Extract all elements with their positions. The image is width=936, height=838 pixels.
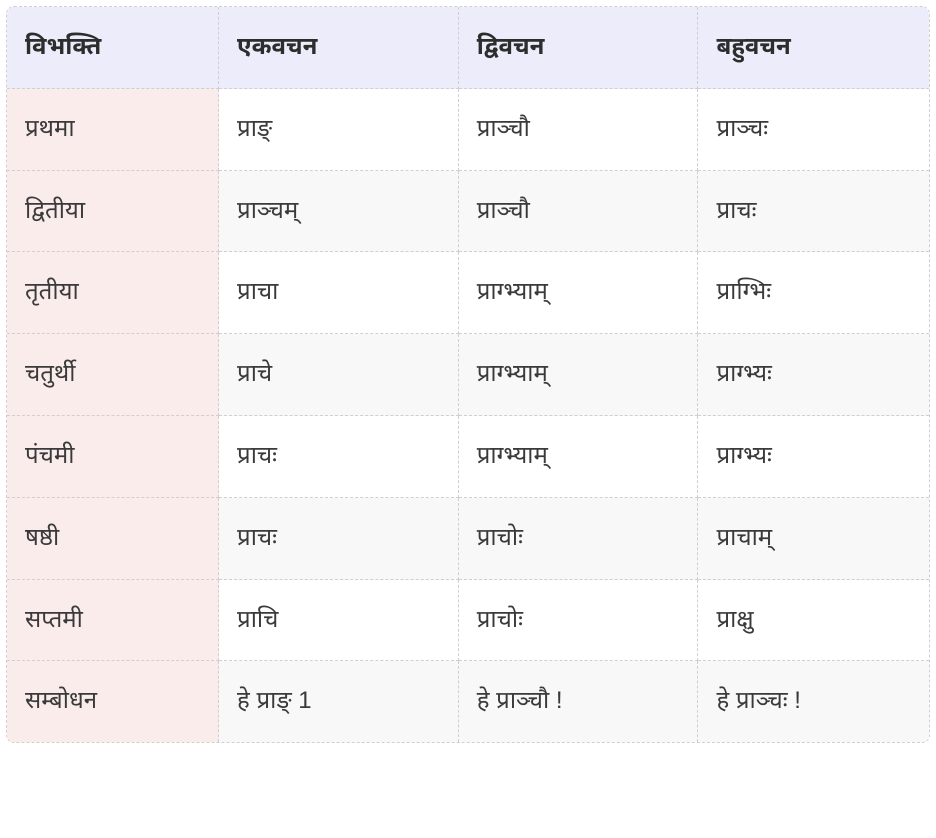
cell: प्राञ्चम् — [219, 171, 459, 253]
row-label: सम्बोधन — [7, 661, 219, 742]
cell: प्राञ्चौ — [459, 171, 699, 253]
cell: प्राक्षु — [698, 580, 929, 662]
cell: प्राचः — [698, 171, 929, 253]
row-label: षष्ठी — [7, 498, 219, 580]
table-row: षष्ठी प्राचः प्राचोः प्राचाम् — [7, 498, 929, 580]
table-container: विभक्ति एकवचन द्विवचन बहुवचन प्रथमा प्रा… — [0, 0, 936, 749]
col-header-bahuvachana: बहुवचन — [698, 7, 929, 89]
col-header-dvivachana: द्विवचन — [459, 7, 699, 89]
cell: प्राचे — [219, 334, 459, 416]
cell: प्राग्भिः — [698, 252, 929, 334]
table-row: चतुर्थी प्राचे प्राग्भ्याम् प्राग्भ्यः — [7, 334, 929, 416]
cell: प्राग्भ्याम् — [459, 416, 699, 498]
table-row: तृतीया प्राचा प्राग्भ्याम् प्राग्भिः — [7, 252, 929, 334]
row-label: पंचमी — [7, 416, 219, 498]
cell: हे प्राङ् 1 — [219, 661, 459, 742]
row-label: चतुर्थी — [7, 334, 219, 416]
cell: प्राचः — [219, 416, 459, 498]
table-row: द्वितीया प्राञ्चम् प्राञ्चौ प्राचः — [7, 171, 929, 253]
table-row: सम्बोधन हे प्राङ् 1 हे प्राञ्चौ ! हे प्र… — [7, 661, 929, 742]
cell: प्राचोः — [459, 498, 699, 580]
cell: प्राचि — [219, 580, 459, 662]
cell: प्राग्भ्याम् — [459, 252, 699, 334]
cell: प्राग्भ्यः — [698, 416, 929, 498]
cell: प्राचा — [219, 252, 459, 334]
cell: प्राञ्चः — [698, 89, 929, 171]
row-label: सप्तमी — [7, 580, 219, 662]
row-label: द्वितीया — [7, 171, 219, 253]
table-row: पंचमी प्राचः प्राग्भ्याम् प्राग्भ्यः — [7, 416, 929, 498]
col-header-vibhakti: विभक्ति — [7, 7, 219, 89]
col-header-ekavachana: एकवचन — [219, 7, 459, 89]
cell: प्राचः — [219, 498, 459, 580]
cell: हे प्राञ्चौ ! — [459, 661, 699, 742]
cell: प्राङ् — [219, 89, 459, 171]
cell: प्राञ्चौ — [459, 89, 699, 171]
cell: प्राचोः — [459, 580, 699, 662]
cell: हे प्राञ्चः ! — [698, 661, 929, 742]
cell: प्राचाम् — [698, 498, 929, 580]
row-label: प्रथमा — [7, 89, 219, 171]
table-row: सप्तमी प्राचि प्राचोः प्राक्षु — [7, 580, 929, 662]
declension-table: विभक्ति एकवचन द्विवचन बहुवचन प्रथमा प्रा… — [6, 6, 930, 743]
table-header-row: विभक्ति एकवचन द्विवचन बहुवचन — [7, 7, 929, 89]
cell: प्राग्भ्याम् — [459, 334, 699, 416]
table-row: प्रथमा प्राङ् प्राञ्चौ प्राञ्चः — [7, 89, 929, 171]
cell: प्राग्भ्यः — [698, 334, 929, 416]
row-label: तृतीया — [7, 252, 219, 334]
